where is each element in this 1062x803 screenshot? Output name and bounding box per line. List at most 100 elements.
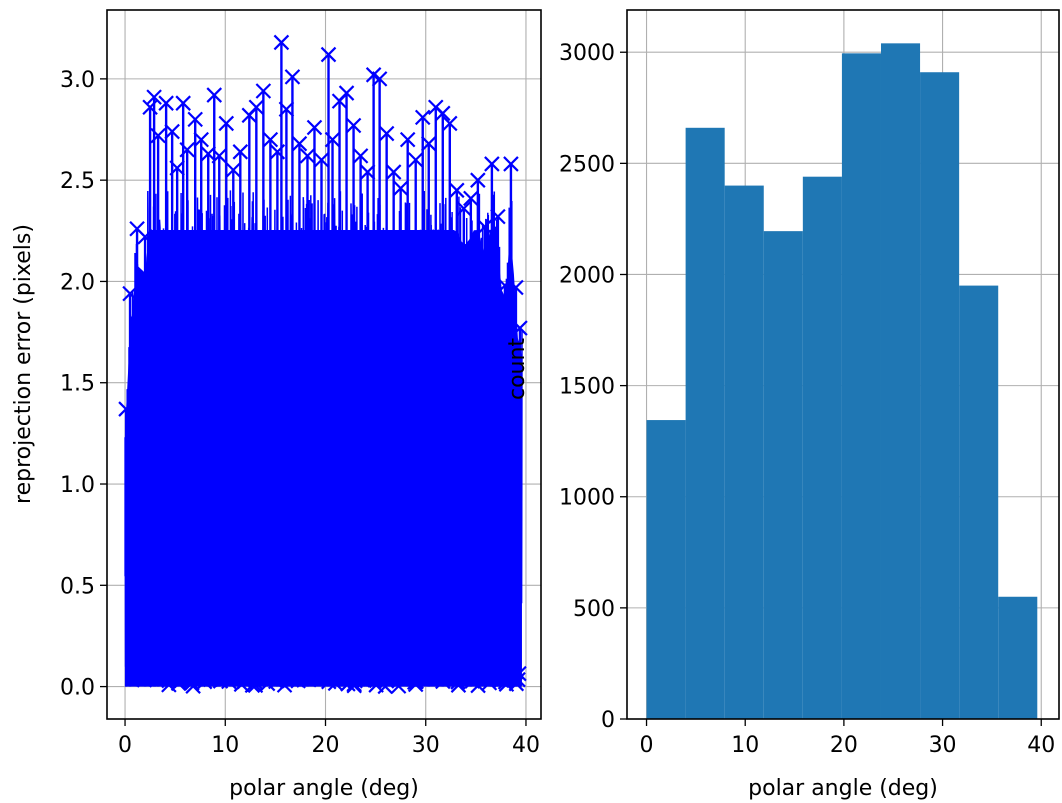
error-peak-marker	[385, 164, 402, 180]
y-tick-label: 0.5	[60, 574, 95, 599]
error-peak-marker	[442, 115, 458, 132]
error-peak-marker	[262, 131, 279, 148]
y-tick-label: 0.0	[60, 676, 95, 701]
error-point-marker	[383, 666, 399, 683]
x-tick-label: 0	[640, 733, 654, 758]
error-peak-marker	[306, 119, 323, 136]
histogram-bar	[959, 285, 999, 719]
x-tick-label: 30	[412, 733, 440, 758]
error-point-marker	[143, 665, 159, 681]
error-peak-marker	[164, 123, 180, 140]
error-peak-marker	[407, 152, 424, 168]
error-peak-marker	[248, 99, 265, 116]
error-point-marker	[444, 664, 461, 680]
error-peak-marker	[434, 105, 451, 122]
error-peak-marker	[278, 101, 295, 118]
error-point-marker	[470, 677, 486, 694]
y-tick-label: 1000	[559, 486, 615, 511]
error-point-marker	[393, 658, 409, 675]
error-peak-marker	[187, 111, 203, 128]
x-tick-label: 40	[512, 733, 540, 758]
axes-frame	[626, 9, 1060, 720]
x-tick-label: 20	[830, 733, 858, 758]
error-peak-marker	[345, 117, 362, 134]
histogram-bar	[685, 127, 725, 719]
error-point-marker	[346, 677, 362, 694]
y-tick-label: 1500	[559, 375, 615, 400]
error-point-marker	[247, 674, 264, 690]
error-peak-marker	[463, 190, 479, 207]
error-point-marker	[327, 669, 343, 685]
error-peak-marker	[512, 320, 528, 336]
x-axis-label: polar angle (deg)	[229, 776, 419, 801]
error-point-marker	[171, 672, 188, 688]
error-peak-marker	[232, 144, 249, 160]
error-point-marker	[197, 664, 214, 680]
error-point-marker	[508, 675, 525, 692]
error-peak-marker	[206, 87, 223, 103]
error-peak-marker	[456, 200, 472, 217]
error-peak-marker	[414, 109, 431, 126]
y-tick-label: 3000	[559, 41, 615, 66]
error-peak-marker	[122, 285, 138, 302]
error-point-marker	[295, 664, 311, 681]
x-tick-label: 20	[312, 733, 340, 758]
x-tick-label: 30	[929, 733, 957, 758]
error-point-marker	[189, 658, 205, 675]
error-point-marker	[467, 669, 483, 686]
error-peak-marker	[484, 156, 500, 172]
error-peak-marker	[225, 162, 242, 178]
error-peak-marker	[273, 34, 290, 51]
error-peak-marker	[146, 89, 162, 105]
error-point-marker	[185, 678, 201, 694]
error-peak-marker	[508, 279, 524, 296]
histogram-bar	[880, 43, 921, 719]
error-point-marker	[439, 661, 456, 678]
error-peak-marker	[399, 131, 416, 148]
error-point-marker	[486, 663, 503, 679]
x-tick-label: 0	[118, 733, 132, 758]
error-peak-marker	[470, 172, 486, 188]
error-point-marker	[202, 664, 218, 681]
y-axis-label: count	[505, 338, 530, 400]
error-point-marker	[140, 660, 157, 676]
y-tick-label: 2.5	[60, 169, 95, 194]
error-point-marker	[377, 678, 394, 695]
y-tick-label: 2000	[559, 263, 615, 288]
error-peak-marker	[158, 95, 174, 111]
count-histogram-plot: 0 10 20 30 40 0 500 1000 1500 2000 2500 3000 polar a…	[505, 9, 1060, 801]
reprojection-error-plot: 0 10 20 30 40 0.0 0.5 1.0 1.5 2.0 2.5 3.0 polar angl…	[11, 9, 542, 801]
error-peak-marker	[420, 135, 437, 152]
error-peak-marker	[371, 71, 388, 87]
error-peak-marker	[449, 182, 465, 199]
error-peak-marker	[175, 95, 191, 111]
error-point-marker	[370, 665, 386, 681]
error-peak-marker	[378, 125, 395, 142]
histogram-bar	[802, 176, 842, 719]
axes-frame	[106, 9, 542, 720]
error-peak-marker	[284, 69, 301, 85]
histogram-bar	[646, 420, 686, 719]
error-peak-marker	[255, 83, 272, 99]
error-point-marker	[247, 677, 264, 694]
error-point-marker	[233, 676, 250, 693]
error-peak-marker	[320, 46, 337, 63]
error-peak-marker	[503, 156, 519, 172]
histogram-bar	[998, 596, 1038, 719]
x-tick-label: 10	[731, 733, 759, 758]
error-point-marker	[327, 675, 344, 692]
y-tick-label: 1.5	[60, 372, 95, 397]
error-point-marker	[283, 672, 300, 688]
y-tick-label: 0	[601, 708, 615, 733]
y-tick-label: 500	[573, 597, 615, 622]
error-point-marker	[220, 665, 237, 682]
error-point-marker	[276, 677, 293, 693]
y-axis-label: reprojection error (pixels)	[11, 224, 36, 504]
y-tick-label: 2500	[559, 152, 615, 177]
error-peak-marker	[169, 160, 185, 176]
histogram-bar	[724, 185, 764, 719]
error-point-marker	[348, 664, 364, 680]
error-peak-marker	[291, 135, 308, 152]
error-peak-marker	[218, 115, 235, 132]
